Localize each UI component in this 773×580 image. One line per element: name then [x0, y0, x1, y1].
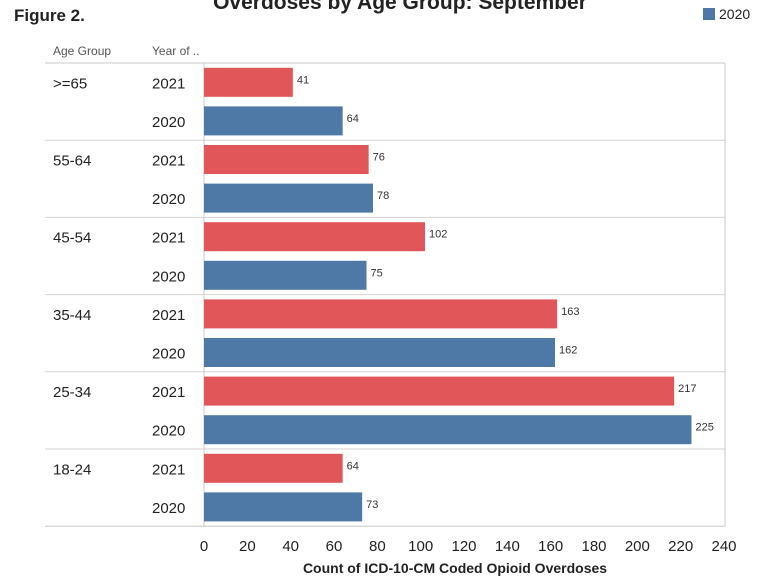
- data-label: 162: [559, 345, 577, 357]
- bar-45-54-2020: [204, 260, 367, 290]
- x-tick-label: 40: [282, 538, 299, 555]
- x-tick-label: 0: [200, 538, 208, 555]
- data-label: 225: [696, 422, 714, 434]
- x-tick-label: 200: [625, 538, 650, 555]
- legend-swatch-2020: [703, 8, 715, 20]
- chart-title: Overdoses by Age Group: September: [213, 0, 587, 14]
- age-group-label: 18-24: [53, 461, 91, 478]
- x-tick-label: 100: [408, 538, 433, 555]
- year-label: 2020: [152, 346, 185, 363]
- data-label: 76: [373, 152, 385, 164]
- x-tick-label: 80: [369, 538, 386, 555]
- data-label: 78: [377, 190, 389, 202]
- x-axis-label: Count of ICD-10-CM Coded Opioid Overdose…: [302, 560, 608, 576]
- x-tick-label: 60: [326, 538, 343, 555]
- bar-25-34-2021: [204, 376, 675, 406]
- year-label: 2021: [152, 230, 185, 247]
- age-group-label: 55-64: [53, 153, 91, 170]
- age-group-label: 35-44: [53, 307, 91, 324]
- bar-35-44-2021: [204, 299, 558, 329]
- bar-55-64-2020: [204, 183, 373, 213]
- year-label: 2021: [152, 307, 185, 324]
- data-label: 64: [347, 460, 359, 472]
- legend-label-2020: 2020: [719, 6, 751, 22]
- x-tick-label: 20: [239, 538, 256, 555]
- year-label: 2021: [152, 75, 185, 92]
- figure-label: Figure 2.: [14, 6, 85, 25]
- year-label: 2020: [152, 500, 185, 517]
- bar-18-24-2021: [204, 453, 343, 483]
- data-label: 73: [366, 499, 378, 511]
- header-year: Year of ..: [152, 44, 200, 58]
- x-tick-label: 240: [711, 538, 736, 555]
- header-age-group: Age Group: [53, 44, 112, 58]
- bar->=65-2020: [204, 106, 343, 136]
- data-label: 102: [429, 229, 447, 241]
- bar->=65-2021: [204, 67, 293, 97]
- year-label: 2020: [152, 423, 185, 440]
- data-label: 41: [297, 74, 309, 86]
- data-label: 64: [347, 113, 359, 125]
- x-tick-label: 160: [538, 538, 563, 555]
- data-label: 163: [561, 306, 579, 318]
- year-label: 2021: [152, 153, 185, 170]
- bar-45-54-2021: [204, 222, 425, 252]
- bar-25-34-2020: [204, 415, 692, 445]
- age-group-label: >=65: [53, 75, 87, 92]
- x-tick-label: 140: [495, 538, 520, 555]
- x-tick-label: 220: [668, 538, 693, 555]
- x-tick-label: 180: [581, 538, 606, 555]
- year-label: 2020: [152, 268, 185, 285]
- legend: 2020: [703, 6, 750, 22]
- year-label: 2021: [152, 461, 185, 478]
- data-label: 75: [371, 267, 383, 279]
- data-label: 217: [678, 383, 696, 395]
- bar-35-44-2020: [204, 338, 555, 367]
- bar-18-24-2020: [204, 492, 363, 522]
- year-label: 2021: [152, 384, 185, 401]
- x-tick-label: 120: [451, 538, 476, 555]
- age-group-label: 45-54: [53, 230, 91, 247]
- year-label: 2020: [152, 191, 185, 208]
- age-group-label: 25-34: [53, 384, 91, 401]
- bar-55-64-2021: [204, 145, 369, 174]
- year-label: 2020: [152, 114, 185, 131]
